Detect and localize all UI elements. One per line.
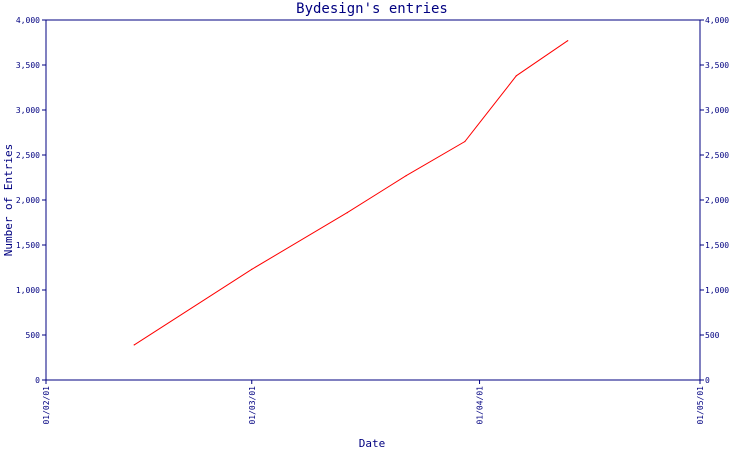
y-tick-label-left: 4,000 xyxy=(16,16,40,25)
data-point xyxy=(515,75,517,77)
data-point xyxy=(464,140,466,143)
x-tick-label: 01/03/01 xyxy=(248,386,257,425)
axes xyxy=(45,19,701,381)
y-tick-label-right: 1,000 xyxy=(705,286,729,295)
y-tick-label-left: 500 xyxy=(26,331,41,340)
y-tick-label-left: 1,000 xyxy=(16,286,40,295)
y-tick-label-left: 0 xyxy=(35,376,40,385)
data-point xyxy=(567,40,569,42)
y-tick-label-left: 2,500 xyxy=(16,151,40,160)
y-tick-label-right: 3,000 xyxy=(705,106,729,115)
data-point xyxy=(405,175,407,177)
x-tick-label: 01/02/01 xyxy=(42,386,51,425)
y-tick-label-right: 2,000 xyxy=(705,196,729,205)
x-tick-label: 01/04/01 xyxy=(476,386,485,425)
y-tick-label-left: 3,500 xyxy=(16,61,40,70)
x-axis-title: Date xyxy=(359,437,386,450)
y-tick-label-right: 500 xyxy=(705,331,720,340)
chart-title: Bydesign's entries xyxy=(296,1,448,17)
data-point xyxy=(133,344,135,346)
data-point xyxy=(251,268,253,270)
y-tick-label-right: 4,000 xyxy=(705,16,729,25)
x-tick-label: 01/05/01 xyxy=(696,386,705,425)
data-point xyxy=(346,212,348,214)
y-tick-label-left: 1,500 xyxy=(16,241,40,250)
y-tick-label-right: 0 xyxy=(705,376,710,385)
series-line xyxy=(133,40,568,346)
ticks: 0 0 500 500 1,000 1,000 1,500 1,500 2,000 2,000 2,… xyxy=(16,16,729,425)
y-tick-label-left: 3,000 xyxy=(16,106,40,115)
series xyxy=(133,40,569,346)
y-tick-label-right: 1,500 xyxy=(705,241,729,250)
y-axis-title: Number of Entries xyxy=(2,144,15,257)
y-tick-label-right: 2,500 xyxy=(705,151,729,160)
y-tick-label-right: 3,500 xyxy=(705,61,729,70)
y-tick-label-left: 2,000 xyxy=(16,196,40,205)
